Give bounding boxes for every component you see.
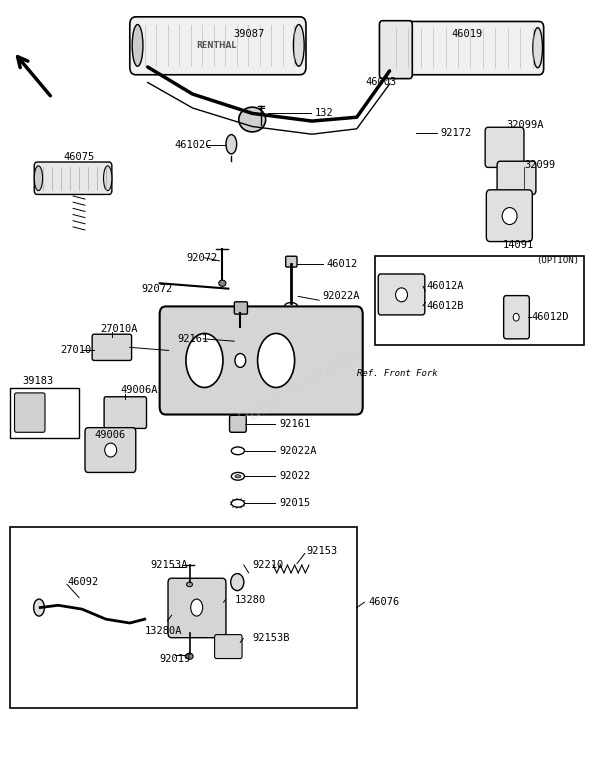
- Text: 92153A: 92153A: [151, 560, 188, 570]
- Text: 92015: 92015: [279, 498, 310, 508]
- FancyBboxPatch shape: [14, 393, 45, 432]
- Ellipse shape: [235, 353, 245, 367]
- Text: 46003: 46003: [365, 78, 396, 88]
- Ellipse shape: [34, 599, 44, 616]
- Text: 49006A: 49006A: [121, 385, 158, 394]
- FancyBboxPatch shape: [378, 274, 425, 315]
- Text: 39183: 39183: [23, 377, 54, 386]
- FancyBboxPatch shape: [10, 526, 357, 708]
- Text: (OPTION): (OPTION): [536, 256, 579, 264]
- Ellipse shape: [132, 25, 143, 66]
- Text: 92172: 92172: [440, 128, 472, 138]
- Ellipse shape: [502, 208, 517, 225]
- Text: 92072: 92072: [142, 284, 173, 294]
- Text: 14091: 14091: [503, 239, 535, 250]
- FancyBboxPatch shape: [286, 257, 297, 267]
- FancyBboxPatch shape: [34, 162, 112, 195]
- Ellipse shape: [232, 499, 244, 507]
- Text: Parts Republik: Parts Republik: [235, 345, 365, 430]
- FancyBboxPatch shape: [374, 257, 584, 345]
- Text: 46012D: 46012D: [531, 312, 569, 322]
- Text: 46102C: 46102C: [175, 140, 212, 150]
- Text: 46019: 46019: [452, 29, 483, 39]
- Ellipse shape: [232, 473, 244, 480]
- Ellipse shape: [513, 313, 519, 321]
- Ellipse shape: [226, 135, 236, 154]
- Text: RENTHAL: RENTHAL: [196, 41, 236, 50]
- Ellipse shape: [257, 333, 295, 388]
- Ellipse shape: [105, 443, 116, 457]
- Text: 92072: 92072: [187, 253, 218, 263]
- Text: 13280: 13280: [235, 595, 266, 604]
- Ellipse shape: [34, 166, 43, 191]
- Text: 92161: 92161: [178, 334, 209, 344]
- Text: 46092: 46092: [67, 577, 98, 587]
- Text: 27010A: 27010A: [100, 324, 137, 334]
- Ellipse shape: [284, 302, 298, 310]
- Ellipse shape: [104, 166, 112, 191]
- Ellipse shape: [293, 25, 304, 66]
- FancyBboxPatch shape: [379, 21, 412, 78]
- FancyBboxPatch shape: [160, 306, 363, 415]
- Text: 92022: 92022: [279, 471, 310, 481]
- Ellipse shape: [232, 447, 244, 455]
- FancyBboxPatch shape: [130, 17, 306, 74]
- FancyBboxPatch shape: [92, 334, 131, 360]
- FancyBboxPatch shape: [497, 161, 536, 195]
- Text: 132: 132: [315, 109, 334, 119]
- Text: 92022A: 92022A: [323, 291, 360, 301]
- FancyBboxPatch shape: [85, 428, 136, 473]
- FancyBboxPatch shape: [487, 190, 532, 242]
- Text: 46012B: 46012B: [427, 301, 464, 311]
- Text: 46076: 46076: [368, 598, 400, 607]
- Text: 32099: 32099: [524, 160, 555, 170]
- Text: 92022A: 92022A: [279, 446, 317, 456]
- Ellipse shape: [386, 28, 395, 67]
- Text: 13280A: 13280A: [145, 625, 182, 636]
- Text: 92161: 92161: [279, 418, 310, 429]
- FancyBboxPatch shape: [230, 415, 246, 432]
- FancyBboxPatch shape: [168, 578, 226, 638]
- Text: 92153B: 92153B: [252, 633, 290, 643]
- FancyBboxPatch shape: [104, 397, 146, 429]
- Text: 49006: 49006: [94, 430, 125, 440]
- FancyBboxPatch shape: [485, 127, 524, 167]
- Text: 92153: 92153: [306, 546, 337, 556]
- Ellipse shape: [186, 333, 223, 388]
- Ellipse shape: [187, 582, 193, 587]
- Ellipse shape: [186, 653, 193, 660]
- Ellipse shape: [231, 574, 244, 591]
- FancyBboxPatch shape: [385, 22, 544, 74]
- FancyBboxPatch shape: [215, 635, 242, 659]
- Ellipse shape: [533, 28, 542, 67]
- Text: Ref. Front Fork: Ref. Front Fork: [357, 369, 437, 378]
- FancyBboxPatch shape: [10, 388, 79, 438]
- Ellipse shape: [235, 475, 241, 478]
- Text: 92210: 92210: [252, 560, 283, 570]
- Text: 46012A: 46012A: [427, 281, 464, 291]
- FancyBboxPatch shape: [235, 301, 247, 314]
- Ellipse shape: [395, 288, 407, 301]
- Text: 92019: 92019: [160, 654, 191, 664]
- Text: 32099A: 32099A: [506, 120, 544, 130]
- FancyBboxPatch shape: [503, 295, 529, 339]
- Text: 39087: 39087: [233, 29, 265, 39]
- Text: 46075: 46075: [64, 153, 95, 163]
- Ellipse shape: [191, 599, 203, 616]
- Ellipse shape: [219, 280, 226, 286]
- Ellipse shape: [239, 107, 266, 132]
- Text: 27010: 27010: [60, 346, 91, 356]
- Text: 46012: 46012: [327, 259, 358, 269]
